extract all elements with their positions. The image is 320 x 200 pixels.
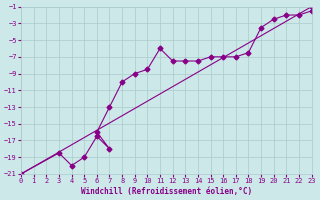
X-axis label: Windchill (Refroidissement éolien,°C): Windchill (Refroidissement éolien,°C)	[81, 187, 252, 196]
